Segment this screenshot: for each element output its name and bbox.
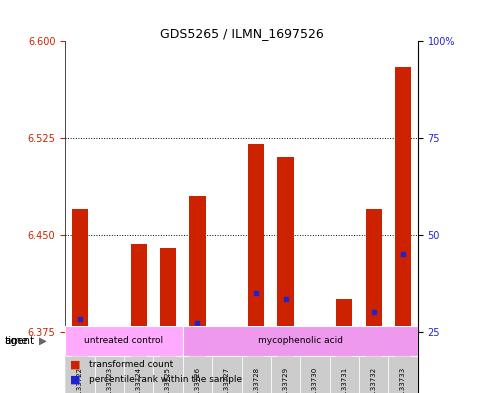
- Bar: [242, 326, 300, 356]
- Text: percentile rank within the sample: percentile rank within the sample: [89, 375, 242, 384]
- Bar: [366, 209, 382, 393]
- Bar: [300, 356, 329, 393]
- Text: GSM1133728: GSM1133728: [253, 367, 259, 393]
- Bar: [183, 326, 418, 356]
- Bar: [65, 326, 183, 356]
- Text: hour 72: hour 72: [371, 336, 406, 345]
- Text: GSM1133733: GSM1133733: [400, 367, 406, 393]
- Text: hour 48: hour 48: [312, 336, 347, 345]
- Bar: [248, 145, 264, 393]
- Text: GSM1133725: GSM1133725: [165, 367, 171, 393]
- Text: agent: agent: [5, 336, 35, 346]
- Text: ■: ■: [70, 360, 81, 369]
- Bar: [124, 356, 154, 393]
- Bar: [160, 248, 176, 393]
- Title: GDS5265 / ILMN_1697526: GDS5265 / ILMN_1697526: [159, 27, 324, 40]
- Text: GSM1133723: GSM1133723: [106, 367, 112, 393]
- Text: untreated control: untreated control: [85, 336, 164, 345]
- Bar: [183, 356, 212, 393]
- Text: hour 0: hour 0: [109, 336, 139, 345]
- Text: transformed count: transformed count: [89, 360, 173, 369]
- Text: GSM1133722: GSM1133722: [77, 367, 83, 393]
- Text: time: time: [5, 336, 28, 346]
- Bar: [219, 387, 235, 393]
- Bar: [212, 356, 242, 393]
- Text: ▶: ▶: [39, 336, 46, 346]
- Bar: [242, 356, 271, 393]
- Bar: [154, 356, 183, 393]
- Bar: [189, 196, 205, 393]
- Bar: [359, 356, 388, 393]
- Bar: [65, 326, 183, 356]
- Text: hour 12: hour 12: [195, 336, 229, 345]
- Text: GSM1133729: GSM1133729: [283, 367, 288, 393]
- Text: GSM1133726: GSM1133726: [195, 367, 200, 393]
- Text: ▶: ▶: [39, 336, 46, 346]
- Bar: [130, 244, 147, 393]
- Bar: [183, 326, 242, 356]
- Bar: [95, 356, 124, 393]
- Bar: [388, 356, 418, 393]
- Text: GSM1133730: GSM1133730: [312, 367, 318, 393]
- Bar: [278, 157, 294, 393]
- Bar: [329, 356, 359, 393]
- Text: GSM1133732: GSM1133732: [371, 367, 377, 393]
- Bar: [271, 356, 300, 393]
- Text: GSM1133727: GSM1133727: [224, 367, 230, 393]
- Bar: [395, 67, 411, 393]
- Text: GSM1133724: GSM1133724: [136, 367, 142, 393]
- Bar: [359, 326, 418, 356]
- Text: ■: ■: [70, 375, 81, 384]
- Bar: [65, 356, 95, 393]
- Bar: [300, 326, 359, 356]
- Text: mycophenolic acid: mycophenolic acid: [258, 336, 343, 345]
- Bar: [72, 209, 88, 393]
- Bar: [336, 299, 353, 393]
- Text: GSM1133731: GSM1133731: [341, 367, 347, 393]
- Text: hour 24: hour 24: [254, 336, 288, 345]
